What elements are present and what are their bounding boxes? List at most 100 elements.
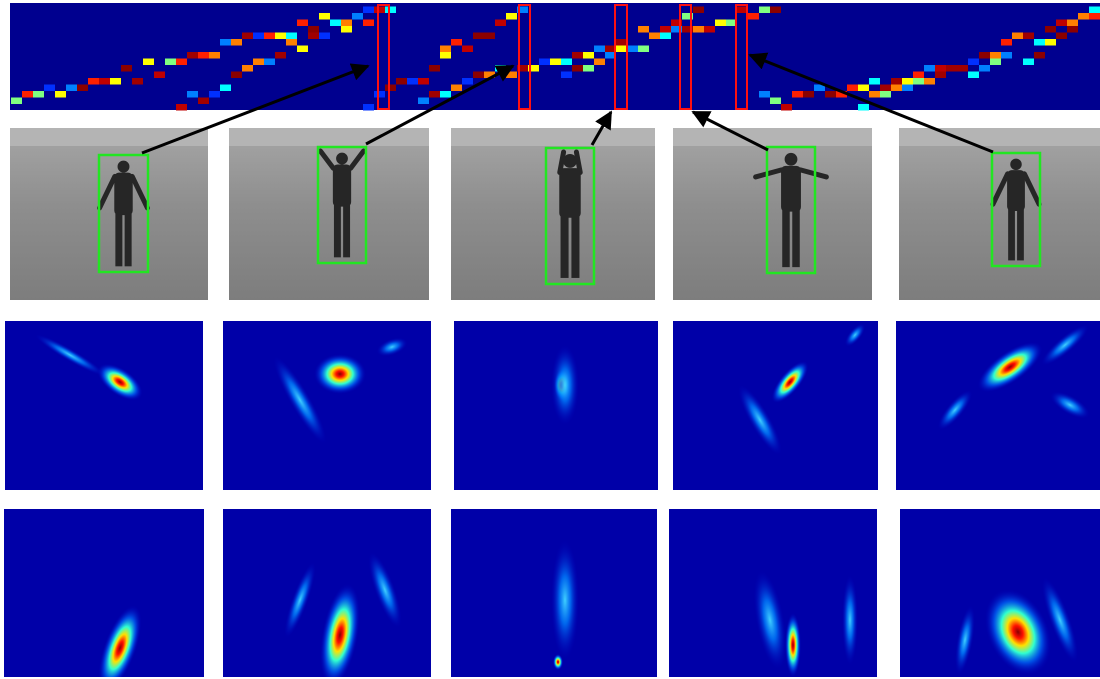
code-cell <box>869 91 880 98</box>
video-frame <box>10 128 208 300</box>
code-cell <box>77 85 88 92</box>
code-cell <box>693 26 704 33</box>
leg <box>572 216 579 277</box>
code-cell <box>759 91 770 98</box>
code-cell <box>451 39 462 46</box>
video-frame <box>899 128 1100 300</box>
horizon <box>451 128 655 146</box>
code-cell <box>176 104 187 111</box>
torso <box>115 173 132 214</box>
page: (() => { const NS = 'http://www.w3.org/2… <box>0 0 1100 679</box>
map-background <box>673 321 878 490</box>
saliency-map <box>454 321 658 490</box>
code-cell <box>286 39 297 46</box>
code-cell <box>770 98 781 105</box>
code-cell <box>1012 33 1023 40</box>
saliency-map <box>451 509 657 677</box>
code-cell <box>1045 39 1056 46</box>
saliency-maps <box>4 320 1100 679</box>
activation <box>551 540 579 660</box>
horizon <box>229 128 429 146</box>
code-cell <box>1001 52 1012 59</box>
code-cell <box>121 65 132 72</box>
code-cell <box>583 65 594 72</box>
code-cell <box>550 59 561 66</box>
code-cell <box>143 59 154 66</box>
code-cell <box>440 46 451 53</box>
code-cell <box>572 65 583 72</box>
code-cell <box>1056 20 1067 27</box>
code-cell <box>858 85 869 92</box>
code-cell <box>363 104 374 111</box>
code-cell <box>858 104 869 111</box>
code-cell <box>506 72 517 79</box>
code-cell <box>374 7 385 14</box>
code-cell <box>187 52 198 59</box>
activation <box>785 613 801 677</box>
code-cell <box>616 39 627 46</box>
code-cell <box>979 65 990 72</box>
code-cell <box>231 39 242 46</box>
code-cell <box>924 78 935 85</box>
code-cell <box>396 78 407 85</box>
code-cell <box>429 65 440 72</box>
code-cell <box>429 91 440 98</box>
code-cell <box>902 85 913 92</box>
code-cell <box>187 91 198 98</box>
frame-image <box>451 128 655 300</box>
code-cell <box>110 78 121 85</box>
code-cell <box>341 20 352 27</box>
leg <box>561 216 568 277</box>
code-cell <box>1056 33 1067 40</box>
code-cell <box>748 13 759 20</box>
code-cell <box>220 39 231 46</box>
code-cell <box>385 7 396 14</box>
code-cell <box>374 91 385 98</box>
code-cell <box>660 26 671 33</box>
code-cell <box>220 85 231 92</box>
leg <box>793 210 799 267</box>
code-cell <box>132 78 143 85</box>
code-cell <box>275 52 286 59</box>
code-cell <box>1067 20 1078 27</box>
code-cell <box>440 91 451 98</box>
code-cell <box>935 72 946 79</box>
blobs <box>551 345 579 425</box>
code-cell <box>418 98 429 105</box>
leg <box>125 214 131 266</box>
code-cell <box>473 72 484 79</box>
code-cell <box>924 65 935 72</box>
leg <box>116 214 122 266</box>
leg <box>783 210 789 267</box>
code-cell <box>99 78 110 85</box>
code-cell <box>341 26 352 33</box>
code-cell <box>715 20 726 27</box>
code-cell <box>638 26 649 33</box>
head <box>337 153 348 164</box>
code-cell <box>968 59 979 66</box>
code-cell <box>22 91 33 98</box>
video-frame <box>229 128 429 300</box>
code-cell <box>253 59 264 66</box>
code-cell <box>1001 39 1012 46</box>
code-cell <box>704 26 715 33</box>
code-cell <box>55 91 66 98</box>
code-cell <box>363 20 374 27</box>
code-cell <box>649 33 660 40</box>
head <box>1011 159 1022 170</box>
code-cell <box>363 7 374 14</box>
code-cell <box>572 52 583 59</box>
code-cell <box>264 59 275 66</box>
code-cell <box>891 78 902 85</box>
code-cell <box>1078 13 1089 20</box>
code-cell <box>484 33 495 40</box>
code-cell <box>880 85 891 92</box>
frame-image <box>229 128 429 300</box>
saliency-map <box>669 509 877 677</box>
code-cell <box>847 85 858 92</box>
code-cell <box>407 78 418 85</box>
code-cell <box>418 78 429 85</box>
torso <box>782 166 801 211</box>
code-cell <box>297 46 308 53</box>
code-cell <box>231 72 242 79</box>
